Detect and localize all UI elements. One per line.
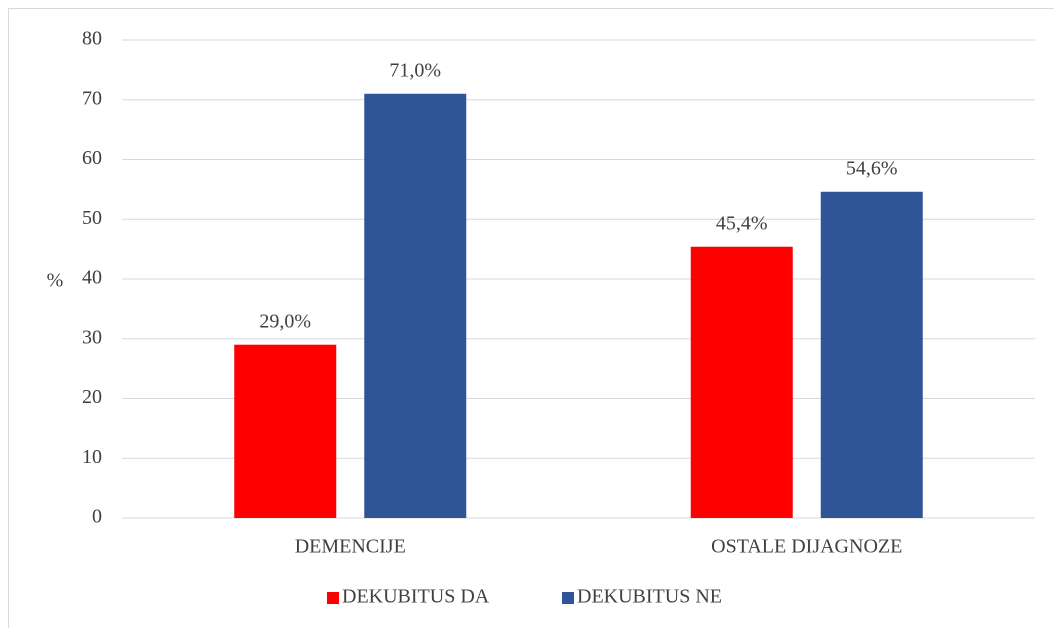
legend-label: DEKUBITUS NE xyxy=(577,586,722,608)
x-tick-label: OSTALE DIJAGNOZE xyxy=(711,536,902,558)
y-tick-label: 30 xyxy=(82,326,102,348)
chart-border xyxy=(8,8,1054,628)
y-tick-label: 10 xyxy=(82,446,102,468)
x-tick-label: DEMENCIJE xyxy=(295,536,406,558)
y-tick-label: 50 xyxy=(82,207,102,229)
y-tick-label: 70 xyxy=(82,87,102,109)
y-tick-label: 0 xyxy=(92,506,102,528)
data-label: 54,6% xyxy=(846,157,898,179)
legend-swatch xyxy=(327,592,339,604)
y-tick-label: 80 xyxy=(82,28,102,50)
bar xyxy=(364,93,467,519)
data-label: 29,0% xyxy=(259,310,311,332)
bar xyxy=(234,344,337,518)
y-tick-label: 20 xyxy=(82,386,102,408)
legend-label: DEKUBITUS DA xyxy=(342,586,490,608)
y-tick-label: 40 xyxy=(82,267,102,289)
y-axis-label: % xyxy=(47,270,64,292)
bar xyxy=(820,191,923,518)
data-label: 71,0% xyxy=(389,59,441,81)
legend-swatch xyxy=(562,592,574,604)
data-label: 45,4% xyxy=(716,212,768,234)
bar xyxy=(690,246,793,519)
y-tick-label: 60 xyxy=(82,147,102,169)
